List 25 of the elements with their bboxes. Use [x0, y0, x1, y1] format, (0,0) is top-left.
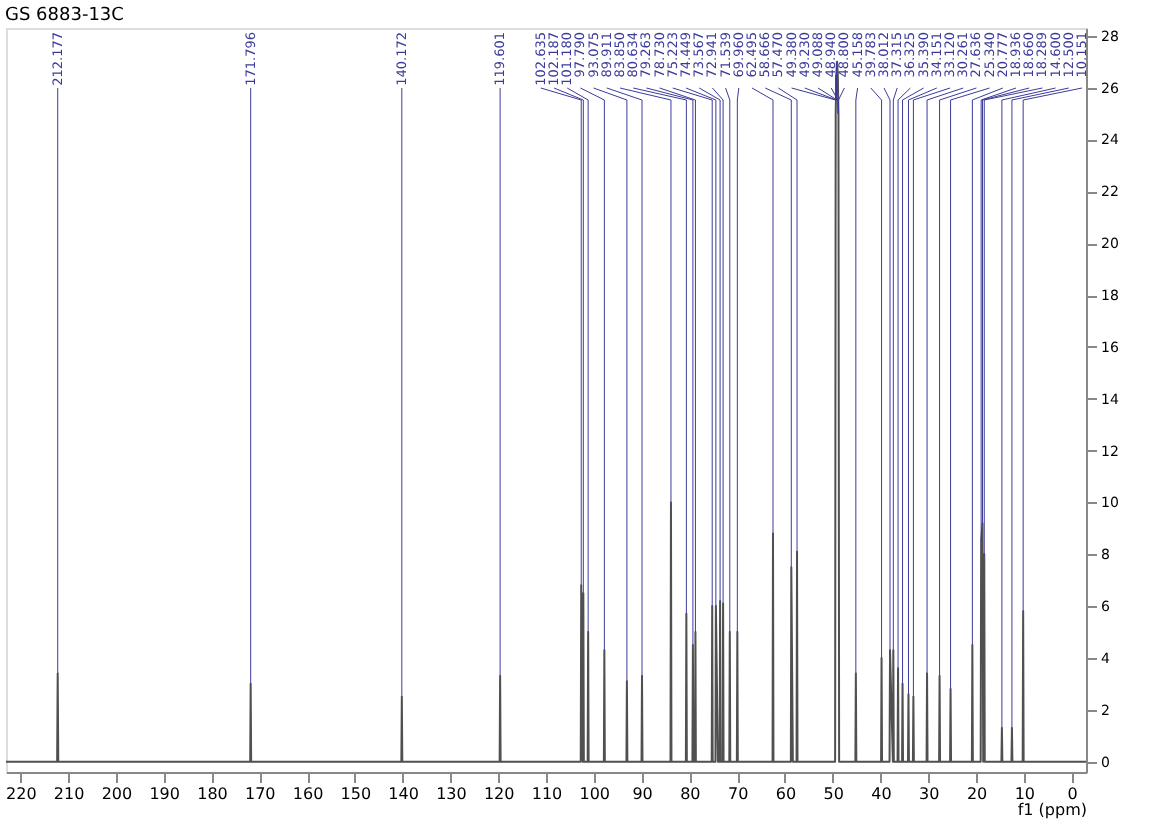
x-tick-label: 130 — [436, 785, 467, 803]
x-tick-label: 60 — [775, 785, 797, 803]
x-tick-label: 200 — [101, 785, 133, 803]
chart-title: GS 6883-13C — [5, 5, 124, 26]
x-tick-label: 140 — [388, 785, 419, 803]
x-tick-label: 120 — [483, 785, 515, 803]
x-tick-label: 40 — [871, 785, 892, 803]
x-tick-label: 80 — [680, 785, 701, 803]
x-tick-label: 10 — [1014, 785, 1036, 803]
x-tick-label: 170 — [244, 785, 276, 803]
x-tick-label: 210 — [53, 785, 85, 803]
x-tick-label: 30 — [919, 785, 940, 803]
x-tick-label: 160 — [292, 785, 324, 803]
x-tick-label: 20 — [966, 785, 988, 803]
x-axis-title: f1 (ppm) — [1017, 801, 1087, 819]
x-tick-label: 220 — [6, 785, 37, 803]
x-tick-label: 0 — [1067, 785, 1078, 803]
x-tick-label: 150 — [340, 785, 372, 803]
x-tick-label: 100 — [579, 785, 611, 803]
x-tick-label: 110 — [531, 785, 563, 803]
x-tick-label: 70 — [727, 785, 749, 803]
x-tick-label: 190 — [149, 785, 180, 803]
x-tick-label: 90 — [632, 785, 653, 803]
x-tick-label: 50 — [823, 785, 844, 803]
x-tick-label: 180 — [197, 785, 228, 803]
